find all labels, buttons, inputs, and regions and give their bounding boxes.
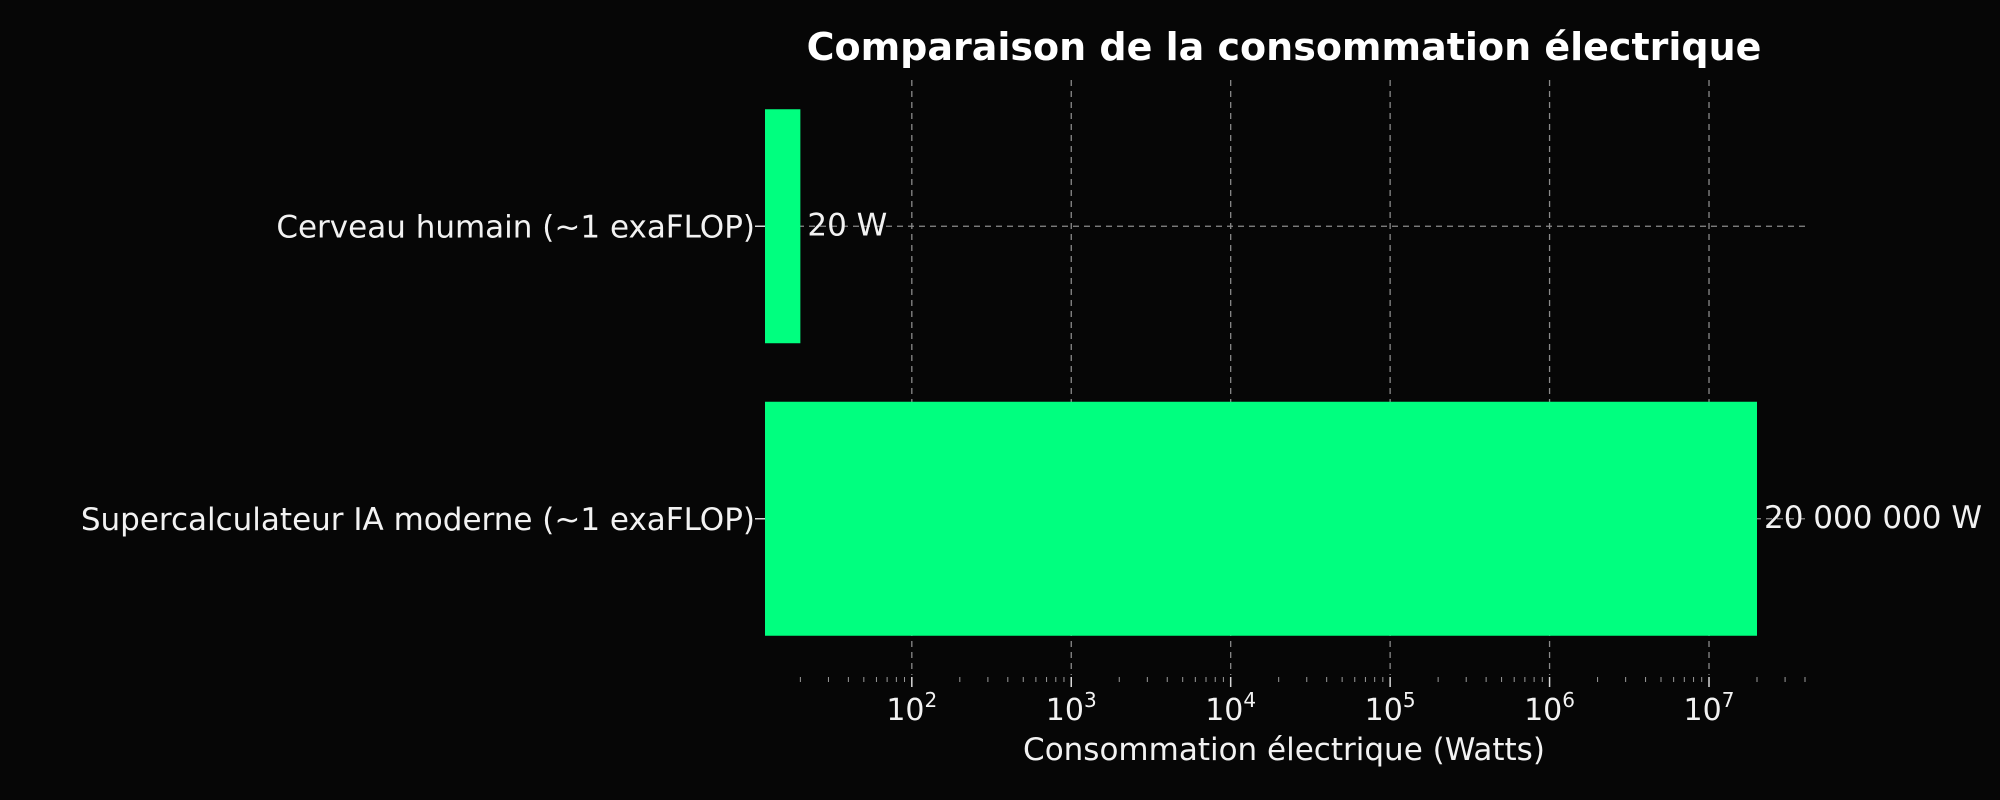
bars-layer — [765, 109, 1758, 636]
x-tick-label: 103 — [1046, 688, 1097, 728]
bar — [765, 109, 801, 344]
x-axis: 102 103 104 105 106 107 — [755, 225, 1806, 728]
x-tick-label: 104 — [1205, 688, 1256, 728]
category-label: Cerveau humain (~1 exaFLOP) — [276, 209, 755, 245]
category-label: Supercalculateur IA moderne (~1 exaFLOP) — [81, 502, 755, 538]
chart-title: Comparaison de la consommation électriqu… — [807, 25, 1762, 69]
x-tick-label: 105 — [1365, 688, 1416, 728]
bar — [765, 401, 1758, 636]
labels-layer: Cerveau humain (~1 exaFLOP) 20 W Supercalc… — [81, 207, 1982, 538]
x-tick-label: 106 — [1524, 688, 1575, 728]
x-tick-label: 107 — [1684, 688, 1735, 728]
value-label: 20 000 000 W — [1764, 500, 1982, 536]
x-axis-label: Consommation électrique (Watts) — [1023, 732, 1545, 768]
value-label: 20 W — [807, 207, 887, 243]
x-tick-label: 102 — [886, 688, 937, 728]
